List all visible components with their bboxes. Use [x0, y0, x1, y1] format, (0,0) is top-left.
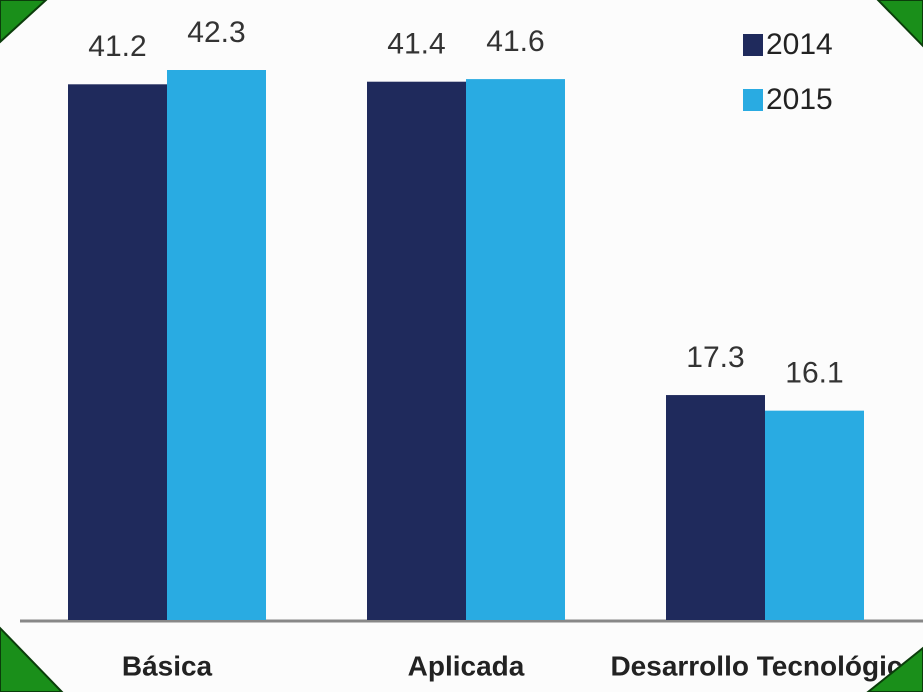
bar	[466, 79, 565, 620]
value-label: 41.2	[88, 30, 146, 63]
corner	[866, 646, 923, 692]
value-label: 41.6	[486, 25, 544, 58]
x-tick-label: Desarrollo Tecnológico	[610, 650, 919, 681]
value-label: 16.1	[785, 357, 843, 390]
bar	[666, 395, 765, 620]
legend-label: 2015	[766, 83, 833, 116]
corner	[0, 0, 48, 44]
legend-swatch	[743, 34, 763, 56]
legend-label: 2014	[766, 28, 833, 61]
plot: Básica 41.2 42.3 Aplicada 41.4 41.6 Desarrollo…	[68, 16, 920, 681]
bar	[367, 81, 466, 620]
bar	[765, 410, 864, 620]
value-label: 42.3	[187, 16, 245, 49]
value-label: 41.4	[387, 28, 445, 61]
x-tick-label: Básica	[122, 650, 213, 681]
x-tick-label: Aplicada	[408, 650, 525, 681]
corner	[876, 0, 923, 48]
bar	[167, 70, 266, 620]
bar	[68, 84, 167, 620]
value-label: 17.3	[686, 341, 744, 374]
corner	[0, 626, 64, 692]
legend-swatch	[743, 89, 763, 111]
